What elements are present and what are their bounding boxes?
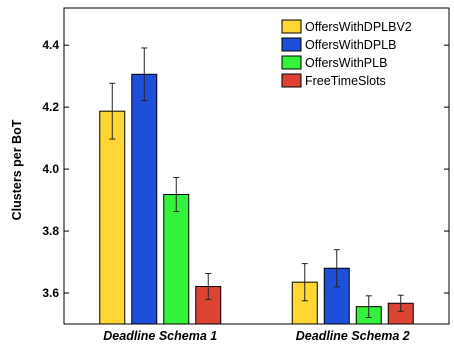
legend-swatch [281, 37, 302, 52]
bar-OffersWithDPLBV2-1 [99, 110, 126, 325]
legend-label: OffersWithPLB [305, 56, 387, 70]
plot-area [63, 7, 450, 325]
bar-OffersWithDPLB-1 [131, 73, 158, 325]
y-tick-label: 4.0 [42, 162, 59, 176]
y-tick-label: 3.8 [42, 224, 59, 238]
legend-swatch [281, 73, 302, 88]
legend-label: OffersWithDPLB [305, 38, 396, 52]
legend-swatch [281, 55, 302, 70]
x-category-label: Deadline Schema 1 [103, 329, 217, 343]
legend-label: OffersWithDPLBV2 [305, 20, 412, 34]
error-bars-group [109, 47, 404, 318]
y-tick-label: 3.6 [42, 286, 59, 300]
legend-swatch [281, 19, 302, 34]
legend-label: FreeTimeSlots [305, 74, 386, 88]
bars-group [99, 73, 414, 325]
x-axis-categories: Deadline Schema 1 Deadline Schema 2 [103, 329, 409, 343]
y-axis-label: Clusters per BoT [10, 119, 24, 220]
legend: OffersWithDPLBV2 OffersWithDPLB OffersWith… [281, 19, 412, 88]
y-tick-label: 4.4 [42, 38, 59, 52]
y-tick-label: 4.2 [42, 100, 59, 114]
y-axis-ticks: 3.6 3.8 4.0 4.2 4.4 [42, 38, 449, 300]
x-category-label: Deadline Schema 2 [296, 329, 410, 343]
bar-OffersWithPLB-1 [163, 194, 190, 325]
